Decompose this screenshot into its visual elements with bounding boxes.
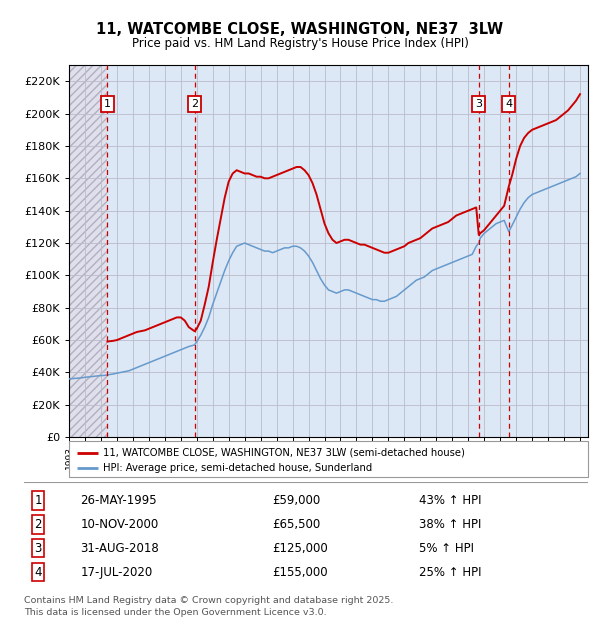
Text: Contains HM Land Registry data © Crown copyright and database right 2025.
This d: Contains HM Land Registry data © Crown c… — [24, 596, 394, 617]
Text: 17-JUL-2020: 17-JUL-2020 — [80, 566, 152, 579]
Text: 25% ↑ HPI: 25% ↑ HPI — [419, 566, 481, 579]
Text: 31-AUG-2018: 31-AUG-2018 — [80, 542, 159, 555]
Text: £65,500: £65,500 — [272, 518, 320, 531]
Text: 11, WATCOMBE CLOSE, WASHINGTON, NE37 3LW (semi-detached house): 11, WATCOMBE CLOSE, WASHINGTON, NE37 3LW… — [103, 448, 464, 458]
Text: 11, WATCOMBE CLOSE, WASHINGTON, NE37  3LW: 11, WATCOMBE CLOSE, WASHINGTON, NE37 3LW — [97, 22, 503, 37]
Text: £155,000: £155,000 — [272, 566, 328, 579]
Bar — [107, 65, 588, 437]
Text: HPI: Average price, semi-detached house, Sunderland: HPI: Average price, semi-detached house,… — [103, 463, 372, 474]
Text: 10-NOV-2000: 10-NOV-2000 — [80, 518, 158, 531]
Text: £125,000: £125,000 — [272, 542, 328, 555]
Text: 1: 1 — [104, 99, 111, 109]
Text: 5% ↑ HPI: 5% ↑ HPI — [419, 542, 474, 555]
Text: 4: 4 — [505, 99, 512, 109]
Text: 2: 2 — [34, 518, 42, 531]
Text: 26-MAY-1995: 26-MAY-1995 — [80, 494, 157, 507]
Text: 2: 2 — [191, 99, 198, 109]
Text: 3: 3 — [475, 99, 482, 109]
Text: 43% ↑ HPI: 43% ↑ HPI — [419, 494, 481, 507]
Bar — [69, 65, 107, 437]
Text: 4: 4 — [34, 566, 42, 579]
Text: Price paid vs. HM Land Registry's House Price Index (HPI): Price paid vs. HM Land Registry's House … — [131, 37, 469, 50]
Text: £59,000: £59,000 — [272, 494, 320, 507]
Text: 38% ↑ HPI: 38% ↑ HPI — [419, 518, 481, 531]
Text: 3: 3 — [34, 542, 42, 555]
Text: 1: 1 — [34, 494, 42, 507]
